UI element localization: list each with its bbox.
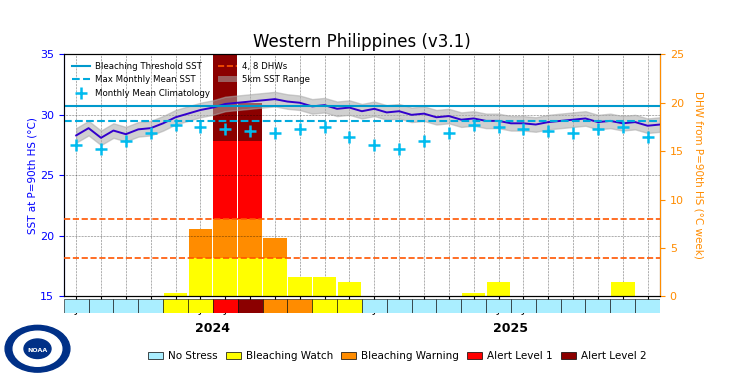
- Bar: [635, 299, 660, 313]
- Bar: [312, 299, 337, 313]
- Y-axis label: DHW from P=90th HS (°C week): DHW from P=90th HS (°C week): [693, 92, 703, 259]
- Y-axis label: SST at P=90th HS (°C): SST at P=90th HS (°C): [27, 117, 38, 234]
- Bar: [262, 299, 287, 313]
- Bar: [586, 299, 610, 313]
- Bar: [88, 299, 113, 313]
- Bar: [188, 258, 212, 296]
- Bar: [462, 293, 485, 296]
- Bar: [486, 299, 511, 313]
- Bar: [238, 299, 262, 313]
- Circle shape: [24, 339, 51, 358]
- Bar: [188, 228, 212, 258]
- Bar: [387, 299, 412, 313]
- Text: 2025: 2025: [494, 322, 529, 335]
- Bar: [238, 141, 262, 219]
- Legend: Bleaching Threshold SST, Max Monthly Mean SST, Monthly Mean Climatology, 4, 8 DH: Bleaching Threshold SST, Max Monthly Mea…: [68, 58, 313, 101]
- Bar: [337, 299, 362, 313]
- Bar: [214, 258, 237, 296]
- Bar: [238, 258, 262, 296]
- Text: 2024: 2024: [195, 322, 230, 335]
- Bar: [164, 299, 188, 313]
- Bar: [313, 277, 337, 296]
- Bar: [263, 238, 286, 258]
- Bar: [214, 54, 237, 141]
- Bar: [213, 299, 238, 313]
- Bar: [536, 299, 560, 313]
- Legend: No Stress, Bleaching Watch, Bleaching Warning, Alert Level 1, Alert Level 2: No Stress, Bleaching Watch, Bleaching Wa…: [144, 347, 651, 365]
- Title: Western Philippines (v3.1): Western Philippines (v3.1): [253, 33, 471, 51]
- Bar: [560, 299, 586, 313]
- Bar: [412, 299, 436, 313]
- Circle shape: [5, 326, 70, 372]
- Bar: [436, 299, 461, 313]
- Bar: [263, 258, 286, 296]
- Bar: [238, 219, 262, 258]
- Bar: [288, 277, 311, 296]
- Bar: [611, 282, 634, 296]
- Circle shape: [13, 331, 62, 366]
- Bar: [610, 299, 635, 313]
- Bar: [338, 282, 362, 296]
- Bar: [214, 219, 237, 258]
- Bar: [511, 299, 536, 313]
- Bar: [64, 299, 88, 313]
- Bar: [188, 299, 213, 313]
- Bar: [461, 299, 486, 313]
- Bar: [238, 103, 262, 141]
- Text: NOAA: NOAA: [27, 348, 48, 353]
- Bar: [164, 293, 188, 296]
- Bar: [287, 299, 312, 313]
- Bar: [138, 299, 164, 313]
- Bar: [487, 282, 510, 296]
- Bar: [113, 299, 138, 313]
- Bar: [214, 141, 237, 219]
- Bar: [362, 299, 387, 313]
